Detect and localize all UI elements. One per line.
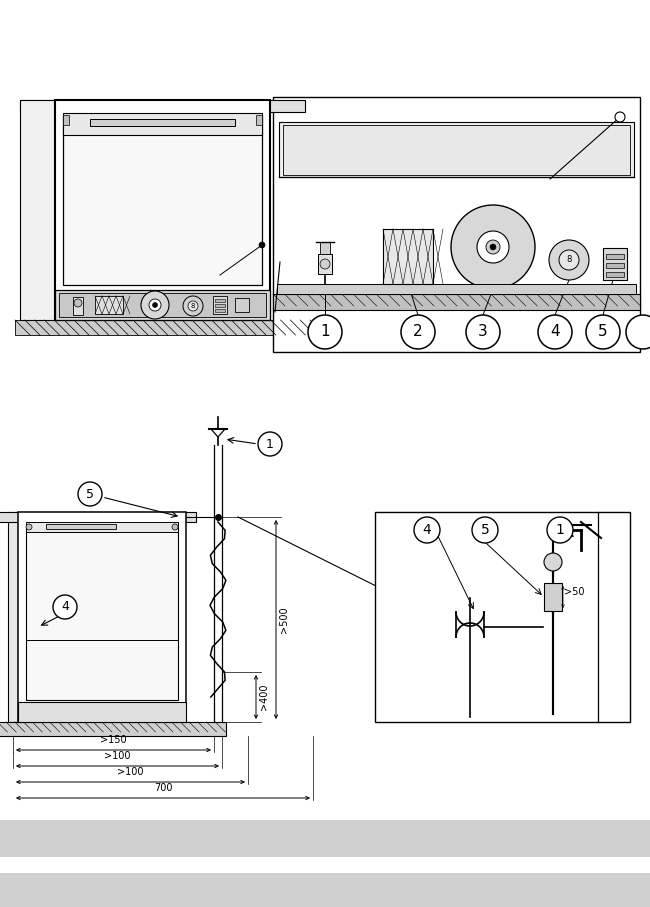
Bar bbox=[213, 296, 227, 314]
Bar bbox=[0, 857, 650, 873]
Bar bbox=[26, 522, 178, 532]
Text: 1: 1 bbox=[266, 437, 274, 451]
Bar bbox=[8, 512, 18, 722]
Circle shape bbox=[544, 553, 562, 571]
Text: 8: 8 bbox=[190, 303, 195, 309]
Bar bbox=[18, 702, 186, 722]
Bar bbox=[606, 263, 624, 268]
Bar bbox=[235, 298, 249, 312]
Bar bbox=[0, 873, 650, 907]
Bar bbox=[20, 100, 305, 112]
Circle shape bbox=[586, 315, 620, 349]
Bar bbox=[26, 528, 178, 700]
Circle shape bbox=[490, 244, 496, 250]
Circle shape bbox=[477, 231, 509, 263]
Bar bbox=[273, 294, 640, 310]
Circle shape bbox=[615, 112, 625, 122]
Bar bbox=[383, 229, 433, 284]
Bar bbox=[215, 309, 225, 312]
Bar bbox=[63, 115, 69, 125]
Text: 3: 3 bbox=[478, 325, 488, 339]
Text: >400: >400 bbox=[259, 684, 269, 710]
Circle shape bbox=[74, 299, 82, 307]
Bar bbox=[90, 119, 235, 126]
Bar bbox=[318, 254, 332, 274]
Text: 4: 4 bbox=[550, 325, 560, 339]
Bar bbox=[63, 115, 262, 285]
Bar bbox=[277, 284, 636, 294]
Text: 700: 700 bbox=[154, 783, 172, 793]
Bar bbox=[55, 290, 270, 320]
Text: >100: >100 bbox=[104, 751, 131, 761]
Bar bbox=[606, 272, 624, 277]
Text: 1: 1 bbox=[320, 325, 330, 339]
Circle shape bbox=[538, 315, 572, 349]
Bar bbox=[606, 254, 624, 259]
Circle shape bbox=[183, 296, 203, 316]
Circle shape bbox=[141, 291, 169, 319]
Text: 5: 5 bbox=[598, 325, 608, 339]
Bar bbox=[320, 242, 330, 254]
Bar bbox=[279, 122, 634, 177]
Circle shape bbox=[53, 595, 77, 619]
Circle shape bbox=[26, 524, 32, 530]
Circle shape bbox=[559, 250, 579, 270]
Bar bbox=[55, 100, 270, 320]
Circle shape bbox=[149, 299, 161, 311]
Bar bbox=[0, 512, 196, 522]
Circle shape bbox=[308, 315, 342, 349]
Bar bbox=[375, 512, 630, 722]
Circle shape bbox=[188, 301, 198, 311]
Circle shape bbox=[259, 242, 265, 248]
Bar bbox=[63, 113, 262, 135]
Circle shape bbox=[172, 524, 178, 530]
Bar bbox=[46, 524, 116, 529]
Bar bbox=[256, 115, 262, 125]
Circle shape bbox=[626, 315, 650, 349]
Circle shape bbox=[78, 482, 102, 506]
Text: 1: 1 bbox=[556, 523, 564, 537]
Bar bbox=[18, 512, 186, 722]
Text: 2: 2 bbox=[413, 325, 423, 339]
Text: 4: 4 bbox=[422, 523, 432, 537]
Circle shape bbox=[153, 303, 157, 307]
Bar bbox=[20, 100, 55, 320]
Bar bbox=[283, 125, 630, 175]
Circle shape bbox=[451, 205, 535, 289]
Bar bbox=[0, 722, 226, 736]
Text: 8: 8 bbox=[566, 256, 572, 265]
Bar bbox=[603, 248, 627, 280]
Text: 5: 5 bbox=[86, 487, 94, 501]
Bar bbox=[0, 820, 650, 857]
Circle shape bbox=[258, 432, 282, 456]
Circle shape bbox=[320, 259, 330, 269]
Circle shape bbox=[486, 240, 500, 254]
Bar bbox=[273, 97, 640, 352]
Text: >150: >150 bbox=[100, 735, 127, 745]
Bar bbox=[215, 304, 225, 307]
Text: >500: >500 bbox=[279, 606, 289, 633]
Bar bbox=[95, 296, 123, 314]
Text: >50: >50 bbox=[564, 587, 584, 597]
Bar bbox=[73, 297, 83, 315]
Circle shape bbox=[549, 240, 589, 280]
Bar bbox=[15, 320, 310, 335]
Circle shape bbox=[547, 517, 573, 543]
Circle shape bbox=[414, 517, 440, 543]
Bar bbox=[544, 583, 562, 611]
Circle shape bbox=[472, 517, 498, 543]
Bar bbox=[59, 293, 266, 317]
Circle shape bbox=[401, 315, 435, 349]
Circle shape bbox=[466, 315, 500, 349]
Text: 4: 4 bbox=[61, 600, 69, 613]
Bar bbox=[215, 299, 225, 302]
Text: >100: >100 bbox=[117, 767, 144, 777]
Text: 5: 5 bbox=[480, 523, 489, 537]
